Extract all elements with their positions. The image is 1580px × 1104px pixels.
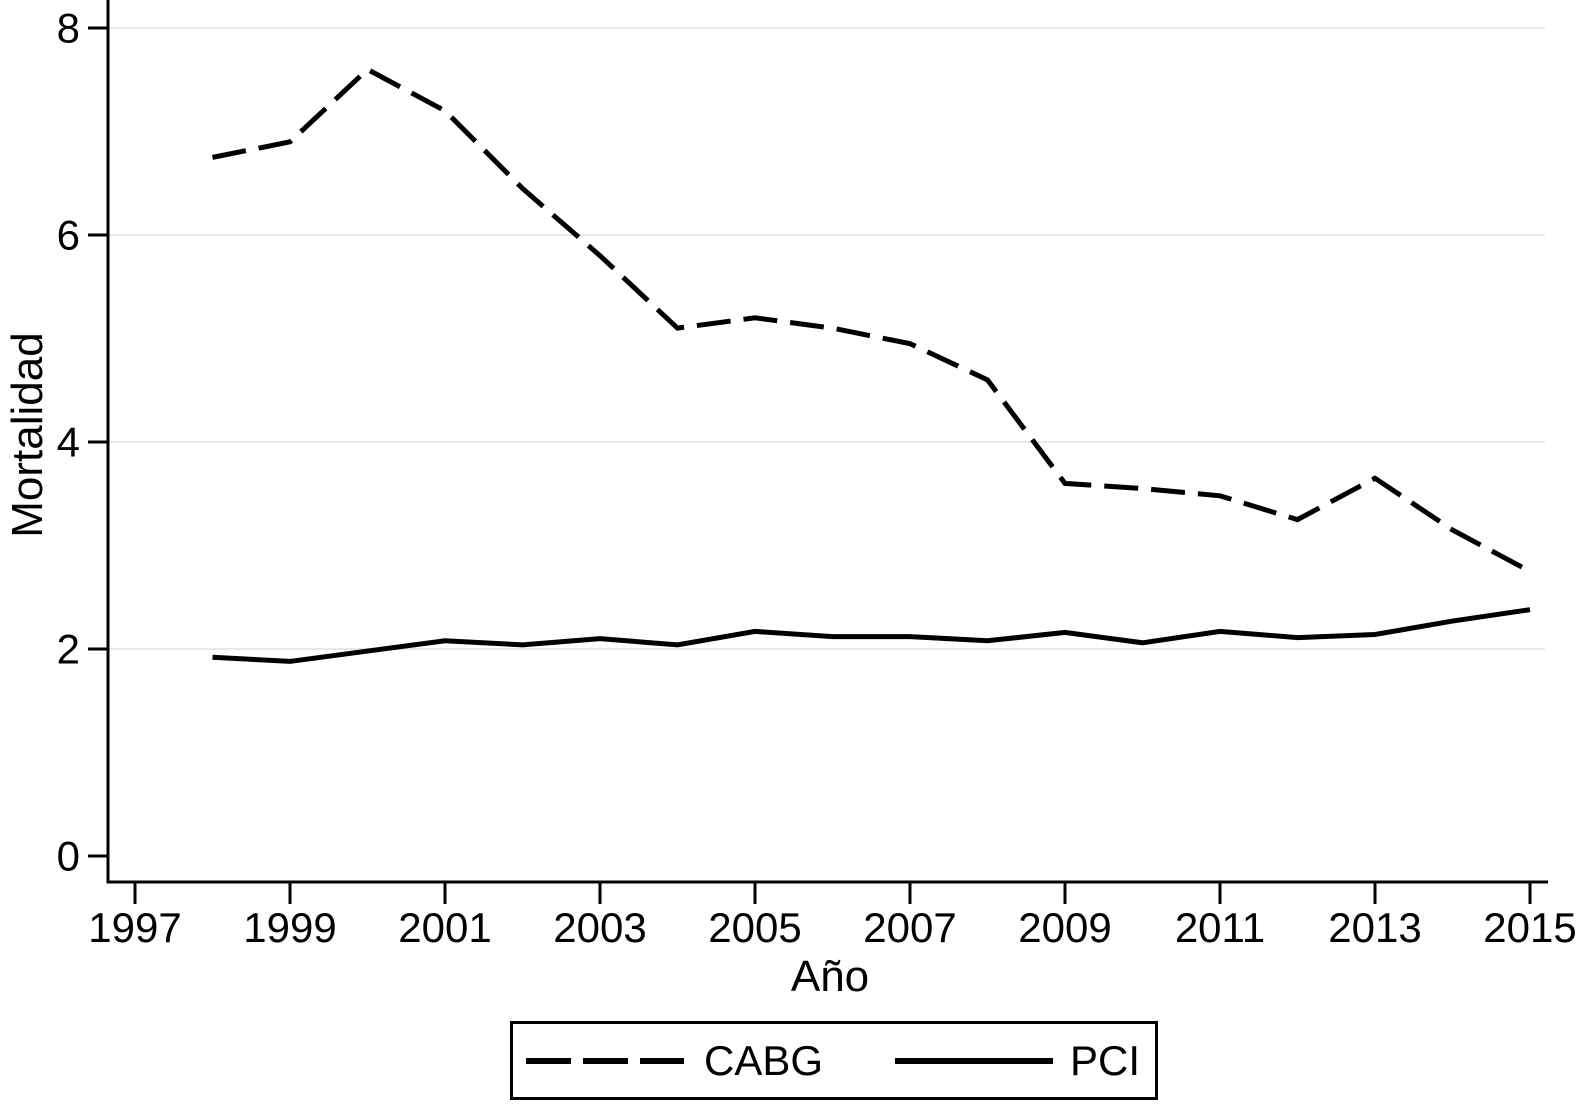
legend-cabg-label: CABG <box>704 1036 824 1084</box>
y-tick-label: 6 <box>57 212 80 259</box>
y-tick-label: 0 <box>57 833 80 880</box>
x-tick-label: 2011 <box>1175 904 1265 951</box>
y-tick-label: 2 <box>57 626 80 673</box>
x-tick-label: 1997 <box>88 904 181 951</box>
y-tick-label: 8 <box>57 5 80 52</box>
x-tick-label: 2003 <box>553 904 646 951</box>
cabg-line <box>212 66 1532 574</box>
legend-pci-label: PCI <box>1070 1036 1141 1084</box>
data-series <box>212 66 1532 664</box>
legend: CABG PCI <box>510 1021 1158 1100</box>
y-tick-label: 4 <box>57 419 80 466</box>
gridlines <box>108 27 1545 650</box>
x-axis-title: Año <box>790 952 870 1001</box>
legend-cabg-line-sample <box>526 1057 684 1064</box>
axis-ticks: 0 2 4 6 8 1997 1999 2001 2003 2005 2007 2009 2011 201… <box>57 5 1577 952</box>
pci-line <box>212 607 1531 664</box>
x-tick-label: 2015 <box>1483 904 1576 951</box>
x-tick-label: 2005 <box>708 904 801 951</box>
x-tick-label: 2007 <box>863 904 956 951</box>
x-tick-label: 2001 <box>398 904 491 951</box>
x-tick-label: 2013 <box>1328 904 1421 951</box>
y-axis-title: Mortalidad <box>3 332 52 538</box>
legend-pci-line-sample <box>895 1057 1054 1064</box>
x-tick-label: 1999 <box>243 904 336 951</box>
x-tick-label: 2009 <box>1018 904 1111 951</box>
